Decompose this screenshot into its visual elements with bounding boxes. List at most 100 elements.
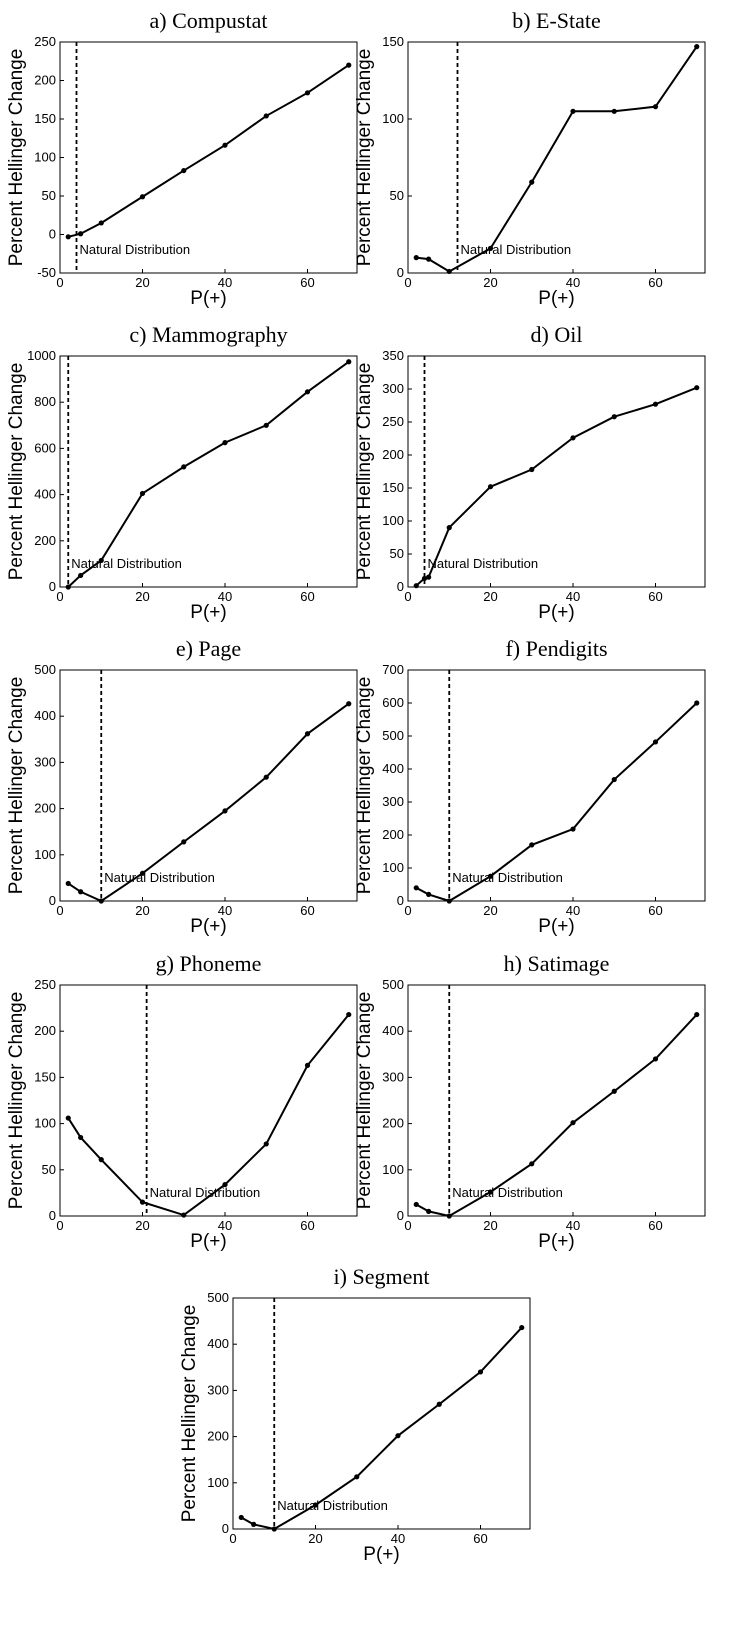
x-tick-label: 60 [473, 1531, 487, 1546]
y-tick-label: 0 [49, 227, 56, 242]
x-axis-label: P(+) [190, 602, 226, 623]
plot-frame [408, 42, 705, 273]
x-tick-label: 60 [300, 275, 314, 290]
x-tick-label: 60 [300, 903, 314, 918]
y-tick-label: 0 [397, 579, 404, 594]
y-tick-label: 400 [382, 761, 404, 776]
data-point [437, 1402, 442, 1407]
x-tick-label: 20 [135, 903, 149, 918]
y-tick-label: 250 [34, 977, 56, 992]
data-point [251, 1522, 256, 1527]
x-axis-label: P(+) [538, 916, 574, 937]
chart-title: e) Page [176, 636, 241, 661]
x-tick-label: 0 [56, 589, 63, 604]
y-tick-label: 300 [382, 794, 404, 809]
x-tick-label: 0 [404, 903, 411, 918]
x-tick-label: 20 [135, 1218, 149, 1233]
y-axis-label: Percent Hellinger Change [179, 1305, 200, 1523]
data-point [488, 484, 493, 489]
plot-frame [408, 670, 705, 901]
y-tick-label: 0 [222, 1521, 229, 1536]
chart-title: b) E-State [512, 8, 601, 33]
x-axis-label: P(+) [538, 602, 574, 623]
data-point [99, 220, 104, 225]
y-tick-label: 200 [34, 1023, 56, 1038]
data-point [653, 1056, 658, 1061]
x-tick-label: 60 [648, 903, 662, 918]
y-axis-label: Percent Hellinger Change [6, 363, 27, 581]
data-point [78, 889, 83, 894]
y-tick-label: 100 [34, 1116, 56, 1131]
y-tick-label: 100 [382, 860, 404, 875]
plot-frame [60, 356, 357, 587]
data-point [222, 143, 227, 148]
plot-frame [233, 1298, 530, 1529]
data-point [694, 44, 699, 49]
data-point [222, 808, 227, 813]
y-tick-label: 200 [382, 827, 404, 842]
y-tick-label: 350 [382, 348, 404, 363]
data-point [66, 234, 71, 239]
y-tick-label: 500 [382, 728, 404, 743]
data-point [272, 1526, 277, 1531]
y-axis-label: Percent Hellinger Change [354, 677, 375, 895]
y-tick-label: 250 [34, 34, 56, 49]
chart-title: c) Mammography [129, 322, 287, 347]
data-point [264, 113, 269, 118]
data-point [447, 898, 452, 903]
data-point [222, 440, 227, 445]
data-point [305, 90, 310, 95]
chart-panel: h) Satimage 0 20 40 60 0 100 200 300 400 500 P(+) Pe… [354, 951, 705, 1252]
chart-panel: e) Page0 20 40 600100200300400500P(+)Percen… [6, 636, 357, 937]
data-point [529, 180, 534, 185]
y-tick-label: 150 [34, 111, 56, 126]
chart-panel: c) Mammography0 20 40 6002004006008001000P(… [6, 322, 357, 623]
y-axis-label: Percent Hellinger Change [354, 363, 375, 581]
y-tick-label: 200 [34, 73, 56, 88]
y-tick-label: 200 [207, 1429, 229, 1444]
data-point [140, 194, 145, 199]
y-axis-label: Percent Hellinger Change [354, 992, 375, 1210]
y-tick-label: 300 [382, 381, 404, 396]
natural-distribution-label: Natural Distribution [71, 556, 182, 571]
x-tick-label: 60 [648, 275, 662, 290]
data-point [488, 246, 493, 251]
x-tick-label: 20 [483, 275, 497, 290]
chart-panel: d) Oil0 20 40 60050100150200250300350P(+)Pe… [354, 322, 705, 623]
data-point [426, 257, 431, 262]
y-tick-label: 500 [382, 977, 404, 992]
chart-panel: i) Segment0 20 40 600100200300400500P(+)Per… [179, 1264, 530, 1565]
data-point [99, 898, 104, 903]
x-tick-label: 20 [483, 903, 497, 918]
x-tick-label: 0 [404, 1218, 411, 1233]
data-point [488, 1189, 493, 1194]
natural-distribution-label: Natural Distribution [80, 242, 191, 257]
data-point [66, 881, 71, 886]
data-point [612, 109, 617, 114]
data-point [78, 1135, 83, 1140]
natural-distribution-label: Natural Distribution [104, 870, 215, 885]
data-point [305, 1063, 310, 1068]
y-tick-label: 400 [207, 1336, 229, 1351]
data-point [346, 701, 351, 706]
data-point [181, 464, 186, 469]
data-point [447, 525, 452, 530]
plot-frame [408, 356, 705, 587]
y-tick-label: 1000 [27, 348, 56, 363]
data-point [181, 839, 186, 844]
y-tick-label: 150 [382, 34, 404, 49]
y-tick-label: 100 [34, 847, 56, 862]
x-tick-label: 20 [135, 275, 149, 290]
data-point [346, 1012, 351, 1017]
data-point [529, 842, 534, 847]
y-tick-label: 400 [34, 708, 56, 723]
y-tick-label: 200 [382, 1116, 404, 1131]
data-point [488, 874, 493, 879]
y-tick-label: 700 [382, 662, 404, 677]
x-tick-label: 60 [648, 1218, 662, 1233]
y-tick-label: 250 [382, 414, 404, 429]
plot-frame [60, 42, 357, 273]
data-point [447, 269, 452, 274]
y-tick-label: 300 [207, 1382, 229, 1397]
